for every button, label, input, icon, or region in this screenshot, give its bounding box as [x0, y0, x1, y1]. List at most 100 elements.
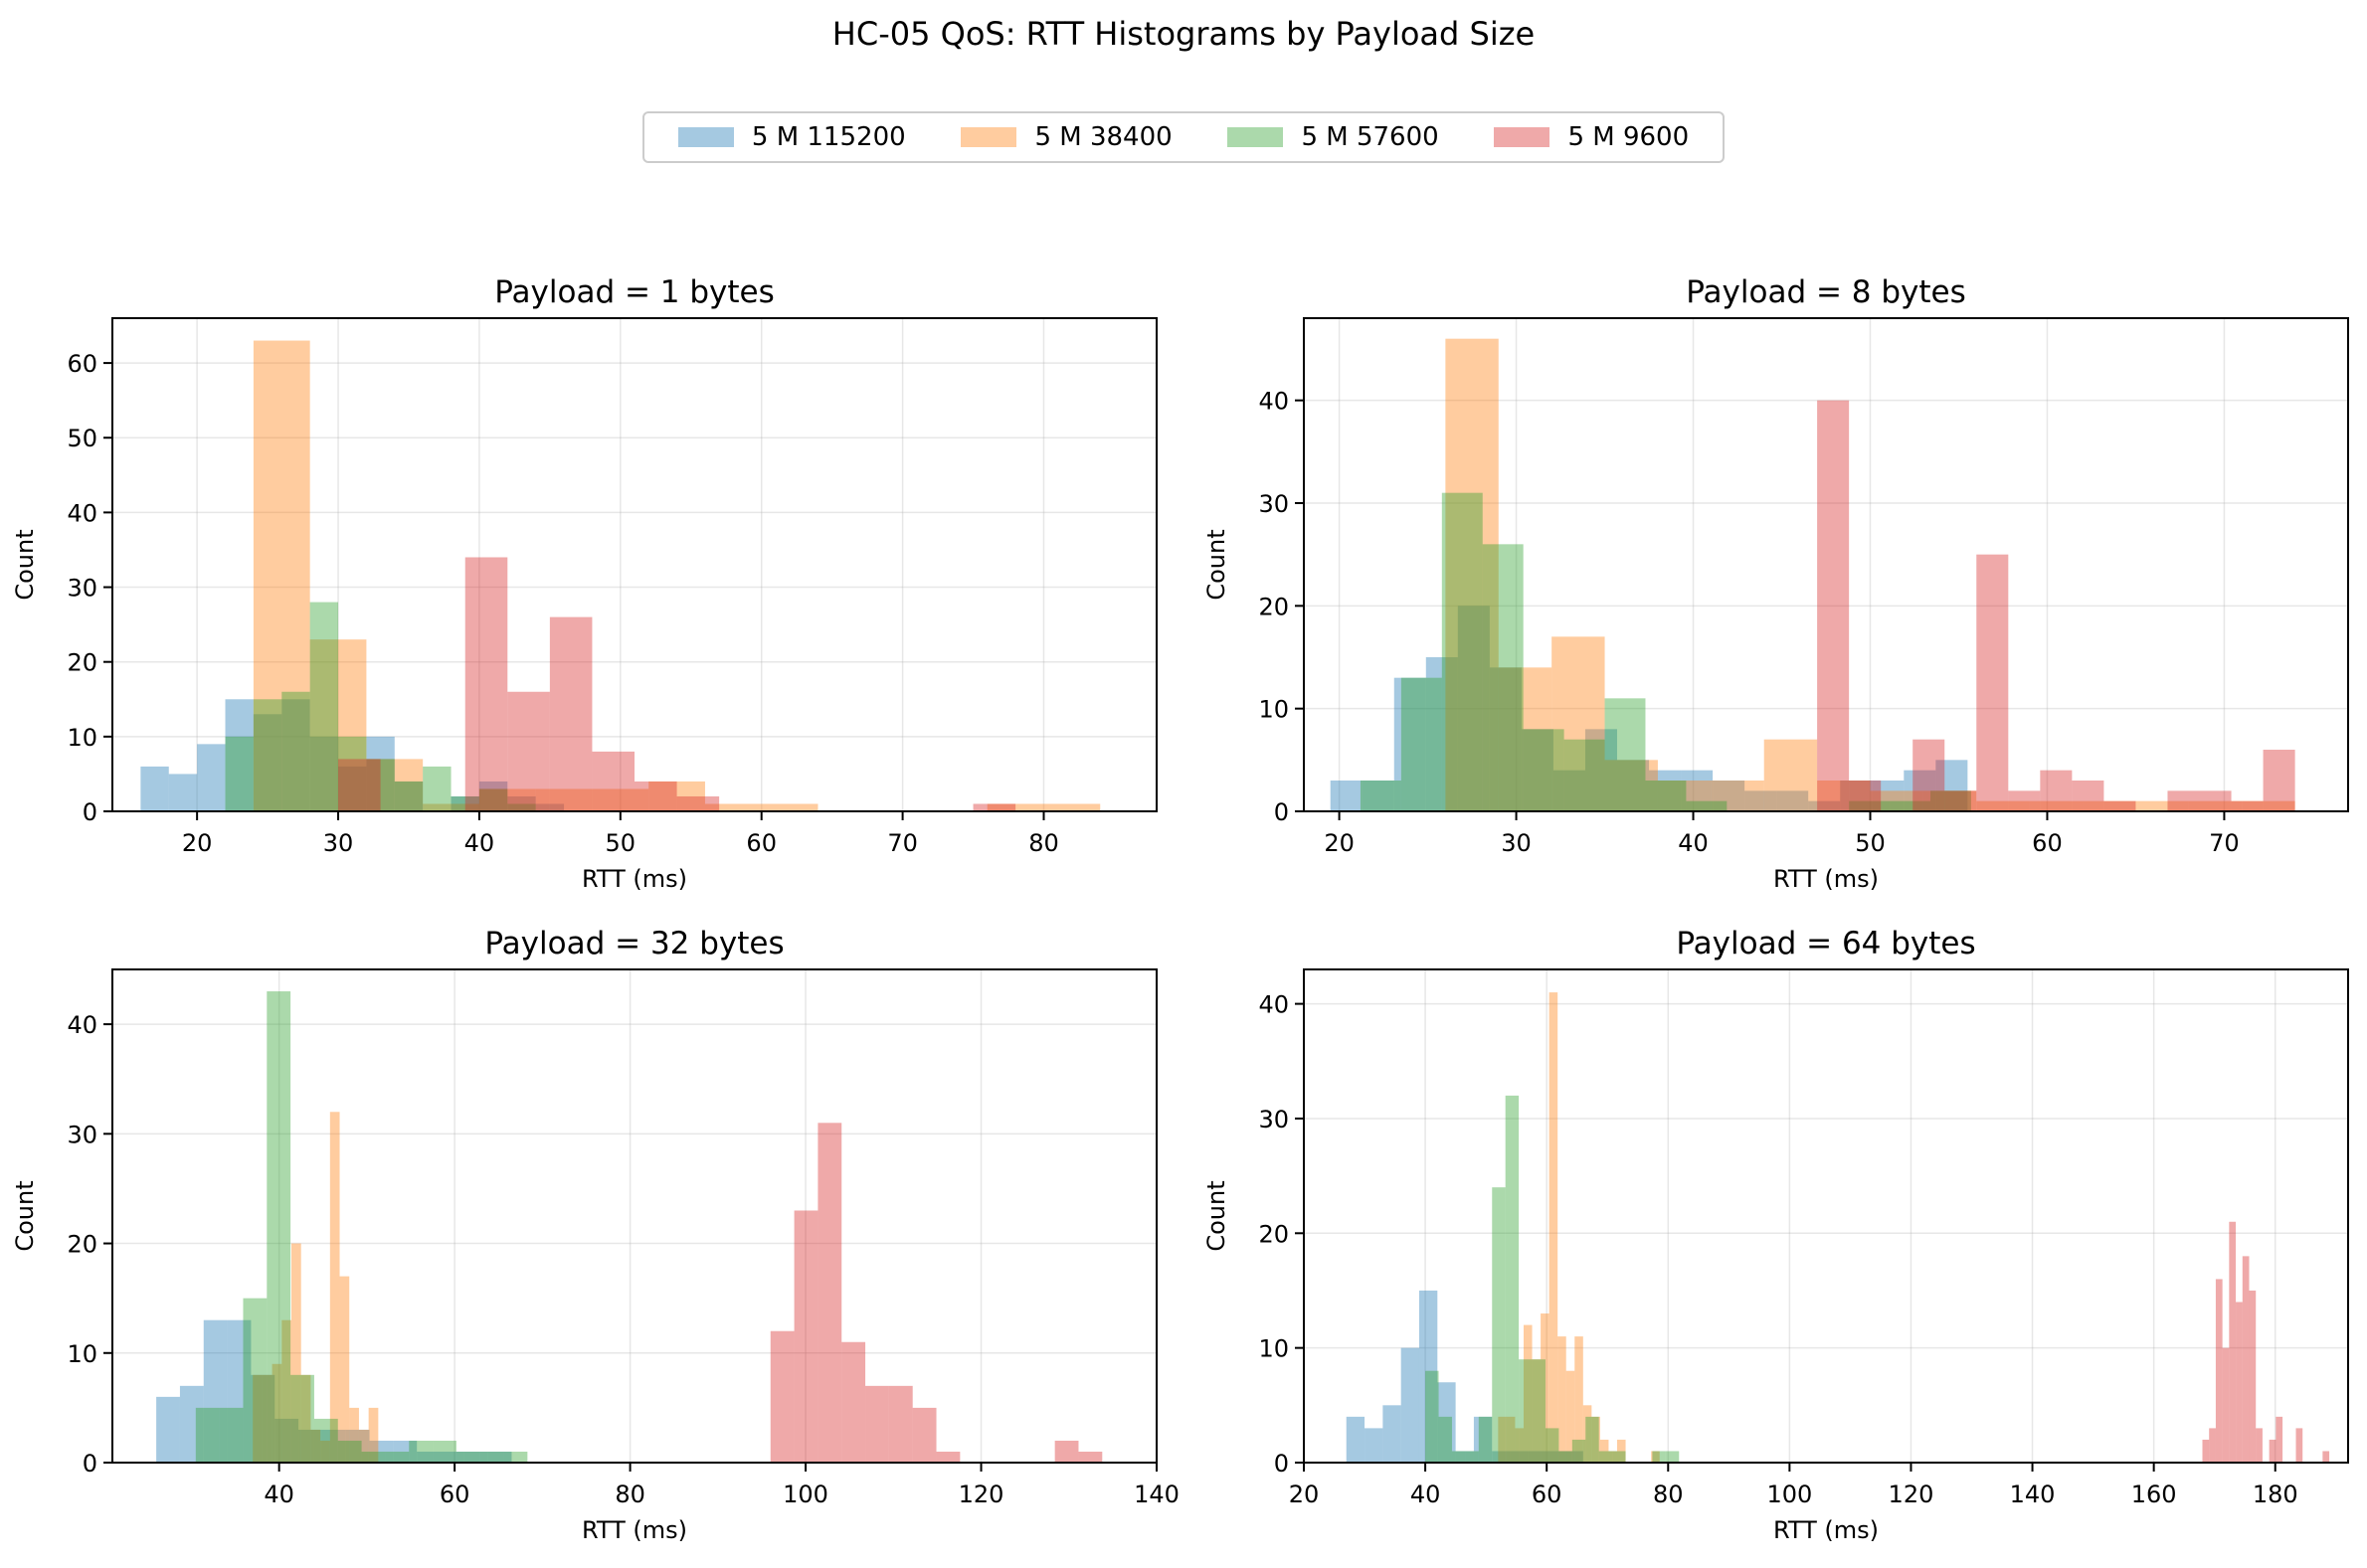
histogram-bar	[2135, 800, 2189, 811]
histogram-bar	[2222, 1347, 2230, 1463]
histogram-bar	[1604, 760, 1658, 811]
histogram-bar	[635, 781, 677, 811]
histogram-bar	[1382, 1405, 1401, 1463]
histogram-bar	[281, 699, 310, 811]
histogram-bar	[1930, 790, 1971, 811]
histogram-bar	[676, 795, 720, 811]
histogram-bar	[1492, 1187, 1506, 1463]
histogram-bar	[2202, 1439, 2210, 1463]
subplot-title: Payload = 64 bytes	[1676, 926, 1975, 961]
histogram-bar	[2083, 800, 2136, 811]
legend-item: 5 M 115200	[677, 122, 906, 152]
x-axis-label: RTT (ms)	[1773, 1516, 1879, 1544]
histogram-bar	[1451, 1451, 1466, 1463]
histogram-bar	[1976, 800, 2030, 811]
histogram-bar	[366, 759, 395, 811]
x-tick-label: 80	[1653, 1481, 1684, 1508]
histogram-bar	[841, 1341, 866, 1463]
histogram-bar	[1744, 790, 1777, 811]
histogram-bar	[1808, 800, 1841, 811]
histogram-bar	[2231, 800, 2264, 811]
y-tick-label: 10	[67, 724, 97, 752]
series-3	[195, 991, 528, 1463]
histogram-bar	[2322, 1451, 2330, 1463]
histogram-bar	[253, 714, 282, 811]
histogram-bar	[423, 766, 452, 811]
histogram-bar	[973, 803, 1016, 811]
y-tick-label: 40	[67, 499, 97, 527]
legend: 5 M 115200 5 M 38400 5 M 57600 5 M 9600	[642, 111, 1725, 163]
histogram-bar	[1612, 1451, 1626, 1463]
legend-swatch-57600	[1227, 127, 1284, 147]
series-3	[1360, 492, 1971, 811]
histogram-bar	[243, 1298, 268, 1463]
histogram-bar	[281, 1319, 291, 1463]
histogram-bar	[366, 759, 424, 811]
histogram-bar	[253, 1374, 263, 1463]
histogram-bar	[1582, 1405, 1592, 1463]
subplot-1: 20 30 40 50 60 70 80 0 10 20 30 40 50 60 Payload = 1 b…	[11, 274, 1158, 893]
histogram-bar	[1425, 657, 1458, 811]
histogram-bar	[2269, 1439, 2276, 1463]
subplot-title: Payload = 32 bytes	[484, 926, 784, 961]
histogram-bar	[1711, 781, 1764, 811]
x-tick-label: 70	[887, 829, 918, 857]
x-tick-label: 70	[2209, 829, 2240, 857]
x-tick-label: 60	[440, 1481, 470, 1508]
x-tick-label: 30	[1501, 829, 1532, 857]
x-axis-label: RTT (ms)	[582, 1516, 687, 1544]
histogram-bar	[1976, 554, 2009, 811]
histogram-bar	[1505, 1095, 1520, 1463]
y-tick-label: 10	[67, 1340, 97, 1368]
histogram-bar	[267, 991, 291, 1463]
x-tick-label: 40	[1678, 829, 1709, 857]
histogram-bar	[463, 1451, 488, 1463]
legend-swatch-9600	[1494, 127, 1550, 147]
y-axis-label: Count	[11, 529, 39, 600]
histogram-bar	[2188, 800, 2243, 811]
x-tick-label: 80	[615, 1481, 645, 1508]
histogram-bar	[1498, 1416, 1507, 1463]
legend-label: 5 M 9600	[1567, 122, 1690, 152]
histogram-bar	[358, 1429, 369, 1463]
histogram-bar	[1482, 544, 1524, 811]
histogram-bar	[441, 1451, 464, 1463]
histogram-bar	[1598, 1451, 1613, 1463]
histogram-bar	[478, 788, 536, 811]
x-tick-label: 140	[2010, 1481, 2056, 1508]
histogram-bar	[1763, 739, 1818, 811]
x-tick-label: 20	[182, 829, 213, 857]
histogram-bar	[592, 788, 649, 811]
histogram-bar	[281, 691, 310, 811]
histogram-bar	[1872, 781, 1905, 811]
histogram-bar	[197, 744, 226, 811]
histogram-bar	[2103, 800, 2136, 811]
histogram-bar	[503, 1451, 528, 1463]
series-4	[1817, 400, 2295, 811]
histogram-bar	[369, 1440, 394, 1463]
histogram-bar	[1557, 1336, 1566, 1463]
histogram-bar	[1665, 1451, 1680, 1463]
histogram-bar	[1564, 1451, 1583, 1463]
histogram-bar	[385, 1451, 410, 1463]
histogram-bar	[479, 1451, 504, 1463]
histogram-bar	[1437, 1382, 1456, 1463]
histogram-bar	[1078, 1451, 1103, 1463]
histogram-bar	[487, 1451, 512, 1463]
series-1	[156, 1319, 512, 1463]
histogram-bar	[1552, 770, 1585, 811]
histogram-bar	[225, 736, 254, 811]
x-tick-label: 40	[264, 1481, 294, 1508]
histogram-bar	[203, 1319, 228, 1463]
histogram-bar	[1457, 606, 1490, 811]
histogram-bar	[338, 759, 381, 811]
series-1	[1330, 606, 1968, 811]
x-tick-label: 60	[1532, 1481, 1562, 1508]
histogram-bar	[1547, 1451, 1565, 1463]
y-tick-label: 20	[1258, 593, 1289, 620]
histogram-bar	[339, 1276, 350, 1463]
histogram-bar	[156, 1396, 180, 1463]
series-2	[1445, 338, 2295, 811]
y-tick-label: 30	[67, 575, 97, 603]
